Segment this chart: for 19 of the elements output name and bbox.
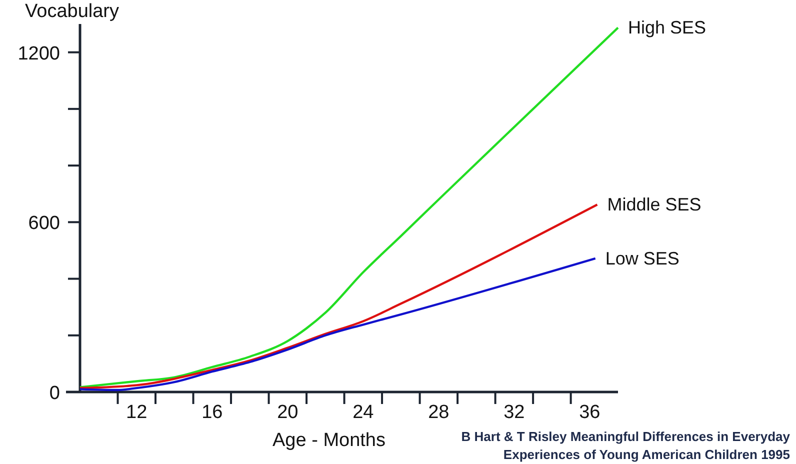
text: B Hart & T Risley Meaningful Differences in Everyday <box>461 429 791 444</box>
line-series <box>78 257 596 392</box>
series-label: Middle SES <box>607 194 702 215</box>
y-tick-label: 600 <box>28 213 60 234</box>
series-label: Low SES <box>605 248 680 268</box>
y-axis-title: Vocabulary <box>25 1 120 22</box>
x-tick-label: 36 <box>579 402 600 423</box>
y-tick-label: 0 <box>49 383 60 404</box>
x-tick-label: 32 <box>504 402 525 423</box>
x-tick-label: 16 <box>202 402 223 423</box>
line-series <box>78 204 598 390</box>
series-label: High SES <box>628 18 706 38</box>
y-tick-label: 1200 <box>18 43 60 64</box>
x-tick-label: 24 <box>352 402 374 423</box>
x-axis-title: Age - Months <box>272 430 386 451</box>
x-tick-label: 28 <box>428 402 450 423</box>
x-tick-label: 20 <box>277 402 298 423</box>
text: Experiences of Young American Children 1995 <box>503 447 790 462</box>
x-tick-label: 12 <box>126 402 148 423</box>
